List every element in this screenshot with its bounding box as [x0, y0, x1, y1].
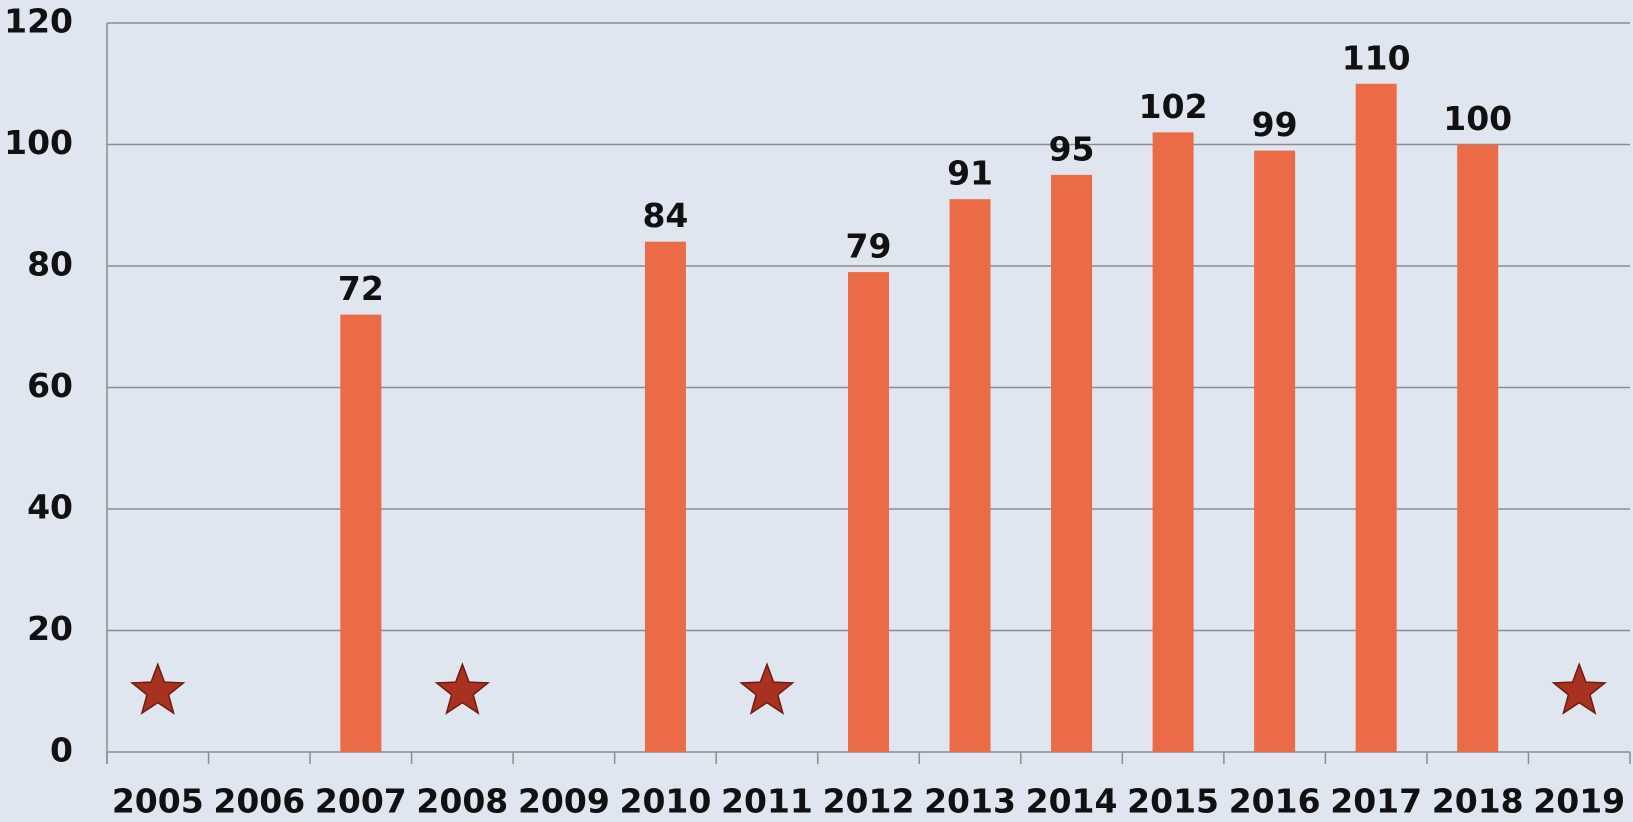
- x-tick-label: 2006: [213, 782, 305, 821]
- data-label: 110: [1342, 38, 1411, 77]
- x-tick-label: 2007: [315, 782, 407, 821]
- x-tick-label: 2009: [518, 782, 610, 821]
- bar: [1153, 132, 1194, 752]
- data-label: 79: [846, 227, 892, 266]
- y-tick-label: 0: [50, 731, 73, 770]
- bar: [950, 199, 991, 752]
- x-tick-label: 2017: [1330, 782, 1422, 821]
- data-label: 100: [1443, 99, 1512, 138]
- x-tick-label: 2008: [416, 782, 508, 821]
- data-label: 102: [1139, 87, 1208, 126]
- x-tick-label: 2015: [1127, 782, 1219, 821]
- data-label: 72: [338, 269, 384, 308]
- y-tick-label: 120: [4, 2, 73, 41]
- bar: [1254, 151, 1295, 752]
- bar: [1356, 84, 1397, 752]
- data-label: 84: [642, 196, 688, 235]
- data-label: 91: [947, 154, 993, 193]
- bar: [848, 272, 889, 752]
- x-tick-label: 2010: [620, 782, 712, 821]
- x-tick-label: 2005: [112, 782, 204, 821]
- x-tick-label: 2018: [1432, 782, 1524, 821]
- x-tick-label: 2019: [1533, 782, 1625, 821]
- y-tick-label: 100: [4, 123, 73, 162]
- x-tick-label: 2013: [924, 782, 1016, 821]
- chart: 0 20 40 60 80 100 120 20052006 2007 72 2008 2009 201…: [0, 0, 1633, 822]
- bar: [1457, 145, 1498, 753]
- x-tick-label: 2016: [1229, 782, 1321, 821]
- page: 0 20 40 60 80 100 120 20052006 2007 72 2008 2009 201…: [0, 0, 1633, 822]
- data-label: 95: [1049, 129, 1095, 168]
- data-label: 99: [1252, 105, 1298, 144]
- x-tick-label: 2011: [721, 782, 813, 821]
- x-tick-label: 2012: [823, 782, 915, 821]
- y-tick-label: 20: [27, 609, 73, 648]
- x-tick-label: 2014: [1026, 782, 1118, 821]
- bar: [340, 315, 381, 752]
- y-tick-label: 40: [27, 488, 73, 527]
- y-tick-label: 80: [27, 245, 73, 284]
- bar: [1051, 175, 1092, 752]
- bar: [645, 242, 686, 752]
- y-tick-label: 60: [27, 366, 73, 405]
